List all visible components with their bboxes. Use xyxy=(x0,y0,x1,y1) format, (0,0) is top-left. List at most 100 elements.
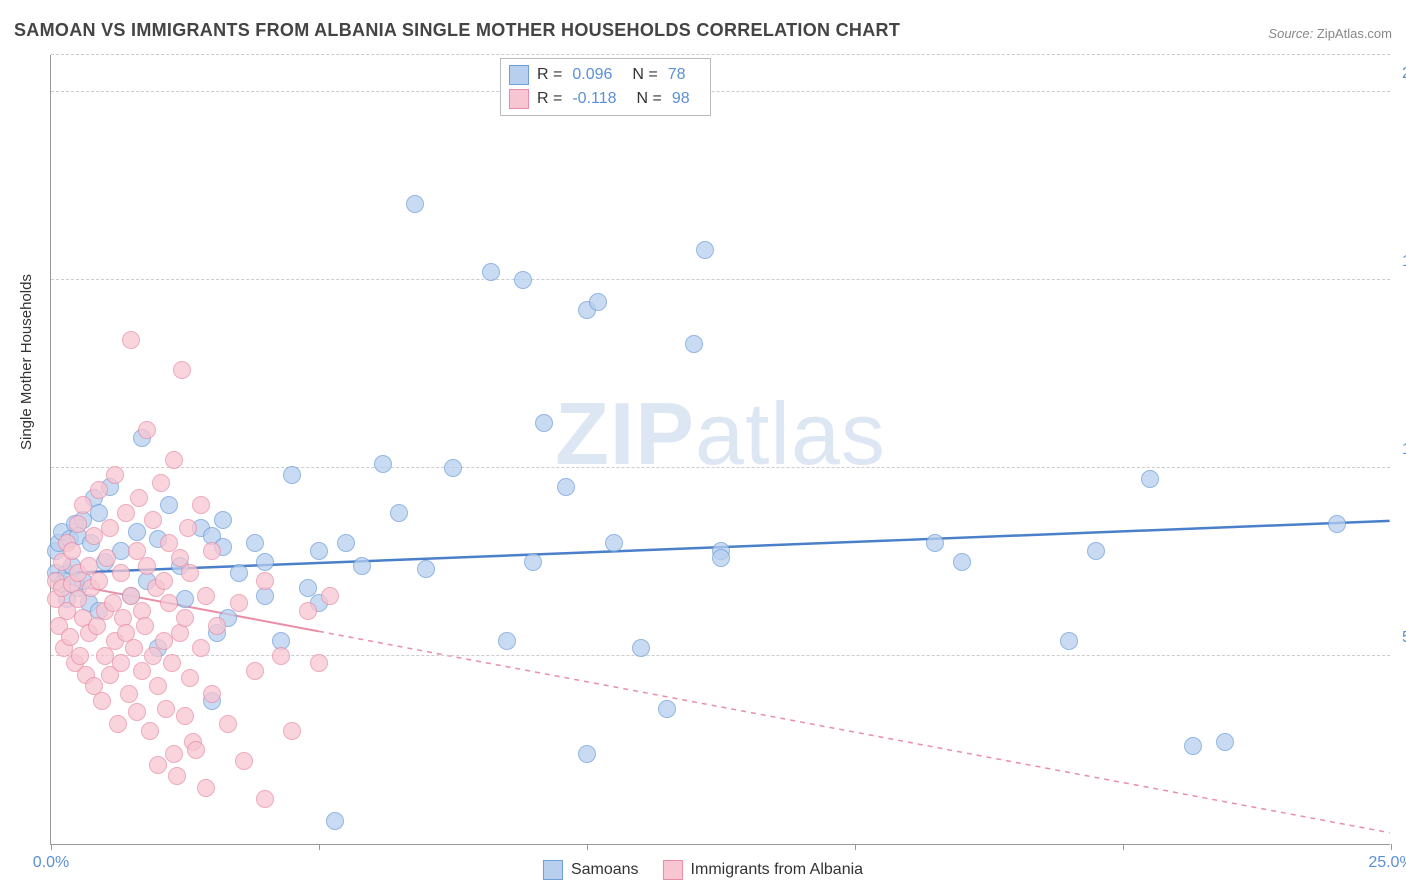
legend-series-name: Samoans xyxy=(571,861,639,879)
data-point xyxy=(374,455,392,473)
trend-lines-layer xyxy=(51,55,1390,844)
data-point xyxy=(272,647,290,665)
data-point xyxy=(101,519,119,537)
data-point xyxy=(112,564,130,582)
data-point xyxy=(230,564,248,582)
data-point xyxy=(337,534,355,552)
data-point xyxy=(310,542,328,560)
data-point xyxy=(1184,737,1202,755)
chart-title: SAMOAN VS IMMIGRANTS FROM ALBANIA SINGLE… xyxy=(14,20,900,41)
data-point xyxy=(130,489,148,507)
data-point xyxy=(235,752,253,770)
data-point xyxy=(179,519,197,537)
gridline xyxy=(51,655,1390,656)
data-point xyxy=(557,478,575,496)
data-point xyxy=(203,685,221,703)
data-point xyxy=(181,669,199,687)
x-tick xyxy=(855,844,856,850)
data-point xyxy=(149,756,167,774)
data-point xyxy=(219,715,237,733)
data-point xyxy=(109,715,127,733)
legend-row: R =0.096N =78 xyxy=(509,63,702,87)
data-point xyxy=(321,587,339,605)
data-point xyxy=(589,293,607,311)
correlation-legend: R =0.096N =78R =-0.118N =98 xyxy=(500,58,711,116)
data-point xyxy=(141,722,159,740)
data-point xyxy=(157,700,175,718)
data-point xyxy=(176,609,194,627)
trend-line-extrapolated xyxy=(319,631,1390,832)
legend-n-value: 98 xyxy=(672,90,690,108)
data-point xyxy=(138,557,156,575)
legend-row: R =-0.118N =98 xyxy=(509,87,702,111)
data-point xyxy=(176,707,194,725)
data-point xyxy=(152,474,170,492)
data-point xyxy=(283,722,301,740)
data-point xyxy=(90,481,108,499)
data-point xyxy=(197,587,215,605)
data-point xyxy=(128,523,146,541)
data-point xyxy=(173,361,191,379)
x-tick xyxy=(1123,844,1124,850)
data-point xyxy=(256,553,274,571)
legend-n-value: 78 xyxy=(668,66,686,84)
data-point xyxy=(106,466,124,484)
data-point xyxy=(168,767,186,785)
data-point xyxy=(1087,542,1105,560)
data-point xyxy=(144,511,162,529)
watermark-zip: ZIP xyxy=(555,384,695,483)
data-point xyxy=(208,617,226,635)
data-point xyxy=(69,515,87,533)
data-point xyxy=(417,560,435,578)
data-point xyxy=(605,534,623,552)
legend-r-value: -0.118 xyxy=(572,90,616,108)
data-point xyxy=(160,496,178,514)
data-point xyxy=(696,241,714,259)
plot-area: ZIPatlas 5.0%10.0%15.0%20.0%0.0%25.0% xyxy=(50,55,1390,845)
data-point xyxy=(926,534,944,552)
gridline xyxy=(51,54,1390,55)
data-point xyxy=(93,692,111,710)
data-point xyxy=(1141,470,1159,488)
source-attribution: Source: ZipAtlas.com xyxy=(1268,26,1392,41)
legend-swatch xyxy=(509,65,529,85)
data-point xyxy=(63,542,81,560)
data-point xyxy=(138,421,156,439)
watermark-atlas: atlas xyxy=(695,384,886,483)
data-point xyxy=(658,700,676,718)
data-point xyxy=(482,263,500,281)
data-point xyxy=(283,466,301,484)
y-axis-title: Single Mother Households xyxy=(18,274,35,450)
gridline xyxy=(51,279,1390,280)
data-point xyxy=(120,685,138,703)
legend-series-name: Immigrants from Albania xyxy=(691,861,864,879)
data-point xyxy=(246,534,264,552)
legend-r-value: 0.096 xyxy=(572,66,612,84)
data-point xyxy=(256,790,274,808)
data-point xyxy=(74,496,92,514)
data-point xyxy=(136,617,154,635)
data-point xyxy=(1216,733,1234,751)
data-point xyxy=(71,647,89,665)
data-point xyxy=(112,654,130,672)
data-point xyxy=(685,335,703,353)
data-point xyxy=(203,542,221,560)
data-point xyxy=(256,572,274,590)
data-point xyxy=(310,654,328,672)
data-point xyxy=(165,745,183,763)
x-tick xyxy=(51,844,52,850)
data-point xyxy=(1328,515,1346,533)
data-point xyxy=(578,745,596,763)
legend-swatch xyxy=(509,89,529,109)
legend-item: Samoans xyxy=(543,860,639,880)
data-point xyxy=(187,741,205,759)
gridline xyxy=(51,91,1390,92)
data-point xyxy=(246,662,264,680)
legend-r-label: R = xyxy=(537,90,562,108)
data-point xyxy=(712,549,730,567)
source-value: ZipAtlas.com xyxy=(1317,26,1392,41)
data-point xyxy=(524,553,542,571)
data-point xyxy=(353,557,371,575)
x-tick xyxy=(319,844,320,850)
series-legend: Samoans Immigrants from Albania xyxy=(543,860,863,880)
